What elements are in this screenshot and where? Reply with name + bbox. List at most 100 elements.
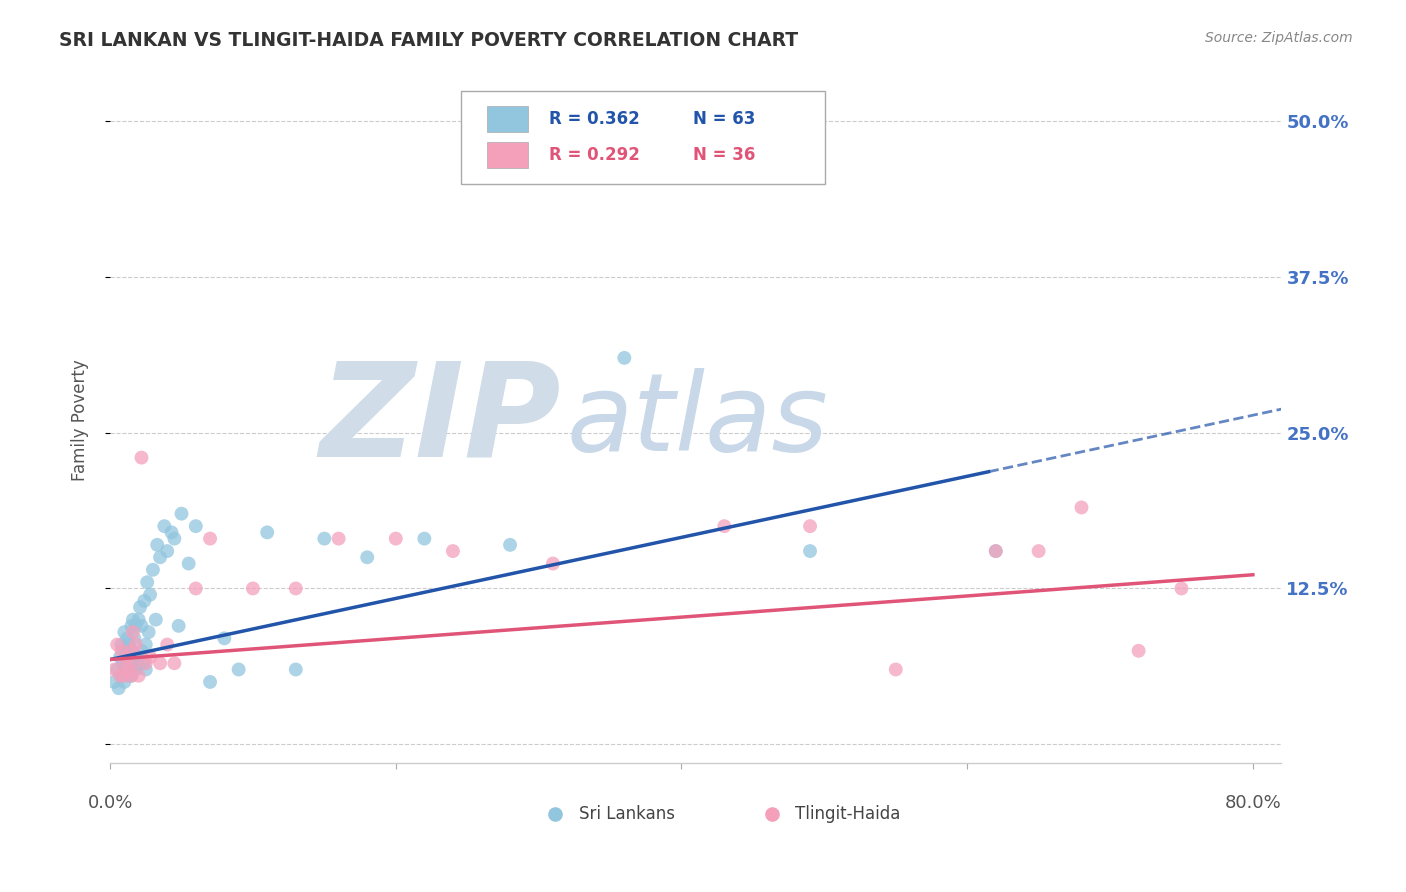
- Point: [384, 532, 406, 546]
- Point: [138, 625, 160, 640]
- Point: [1028, 544, 1050, 558]
- Point: [131, 450, 153, 465]
- Point: [131, 644, 153, 658]
- Point: [111, 657, 134, 671]
- Point: [984, 544, 1007, 558]
- Point: [328, 532, 350, 546]
- Text: R = 0.292: R = 0.292: [550, 146, 640, 164]
- Point: [110, 638, 132, 652]
- Point: [129, 600, 152, 615]
- Point: [103, 663, 125, 677]
- Point: [107, 681, 129, 696]
- Point: [121, 619, 143, 633]
- Point: [799, 544, 821, 558]
- Text: Sri Lankans: Sri Lankans: [579, 805, 675, 823]
- Point: [124, 632, 146, 646]
- Point: [149, 657, 172, 671]
- Point: [125, 663, 148, 677]
- Point: [105, 663, 128, 677]
- Point: [284, 663, 307, 677]
- Point: [117, 638, 139, 652]
- Point: [124, 657, 146, 671]
- Point: [108, 669, 131, 683]
- Point: [110, 644, 132, 658]
- Point: [146, 538, 169, 552]
- Point: [984, 544, 1007, 558]
- Text: 80.0%: 80.0%: [1225, 794, 1281, 812]
- Point: [641, 830, 664, 845]
- Point: [142, 563, 165, 577]
- Point: [214, 632, 236, 646]
- Point: [145, 613, 167, 627]
- Text: N = 36: N = 36: [693, 146, 756, 164]
- Point: [184, 582, 207, 596]
- Point: [128, 650, 150, 665]
- Point: [228, 663, 250, 677]
- Point: [1070, 500, 1092, 515]
- Point: [135, 657, 157, 671]
- Point: [127, 657, 149, 671]
- Point: [160, 525, 183, 540]
- Point: [115, 650, 138, 665]
- Text: SRI LANKAN VS TLINGIT-HAIDA FAMILY POVERTY CORRELATION CHART: SRI LANKAN VS TLINGIT-HAIDA FAMILY POVER…: [59, 31, 799, 50]
- Point: [184, 519, 207, 533]
- Point: [132, 657, 155, 671]
- Point: [163, 657, 186, 671]
- Text: atlas: atlas: [567, 368, 828, 473]
- Point: [198, 675, 221, 690]
- Point: [256, 525, 278, 540]
- Text: ZIP: ZIP: [319, 357, 561, 483]
- Text: R = 0.362: R = 0.362: [550, 111, 640, 128]
- Bar: [488, 106, 529, 132]
- Point: [108, 650, 131, 665]
- Point: [314, 532, 336, 546]
- Point: [284, 582, 307, 596]
- Point: [112, 657, 135, 671]
- Point: [163, 532, 186, 546]
- Point: [136, 575, 159, 590]
- Point: [135, 663, 157, 677]
- Point: [713, 170, 735, 185]
- Point: [413, 532, 436, 546]
- Point: [105, 638, 128, 652]
- Point: [120, 657, 142, 671]
- Point: [115, 650, 138, 665]
- Point: [153, 519, 176, 533]
- Point: [356, 550, 378, 565]
- Point: [121, 669, 143, 683]
- Text: N = 63: N = 63: [693, 111, 756, 128]
- Point: [112, 669, 135, 683]
- Y-axis label: Family Poverty: Family Poverty: [72, 359, 89, 481]
- Point: [156, 638, 179, 652]
- Point: [122, 625, 145, 640]
- Text: Tlingit-Haida: Tlingit-Haida: [796, 805, 901, 823]
- Point: [149, 550, 172, 565]
- Point: [198, 532, 221, 546]
- Point: [122, 663, 145, 677]
- Point: [139, 650, 162, 665]
- Point: [110, 669, 132, 683]
- Point: [499, 538, 522, 552]
- Point: [112, 644, 135, 658]
- Point: [167, 619, 190, 633]
- Point: [884, 663, 907, 677]
- Bar: [488, 142, 529, 168]
- Point: [242, 582, 264, 596]
- Point: [131, 619, 153, 633]
- Point: [139, 588, 162, 602]
- Point: [128, 613, 150, 627]
- Point: [1170, 582, 1192, 596]
- Point: [117, 669, 139, 683]
- Point: [541, 557, 564, 571]
- Point: [134, 594, 156, 608]
- Point: [177, 557, 200, 571]
- Point: [103, 675, 125, 690]
- Point: [905, 830, 928, 845]
- Point: [124, 650, 146, 665]
- FancyBboxPatch shape: [461, 91, 824, 184]
- Point: [125, 638, 148, 652]
- Point: [135, 638, 157, 652]
- Point: [713, 519, 735, 533]
- Text: Source: ZipAtlas.com: Source: ZipAtlas.com: [1205, 31, 1353, 45]
- Point: [121, 669, 143, 683]
